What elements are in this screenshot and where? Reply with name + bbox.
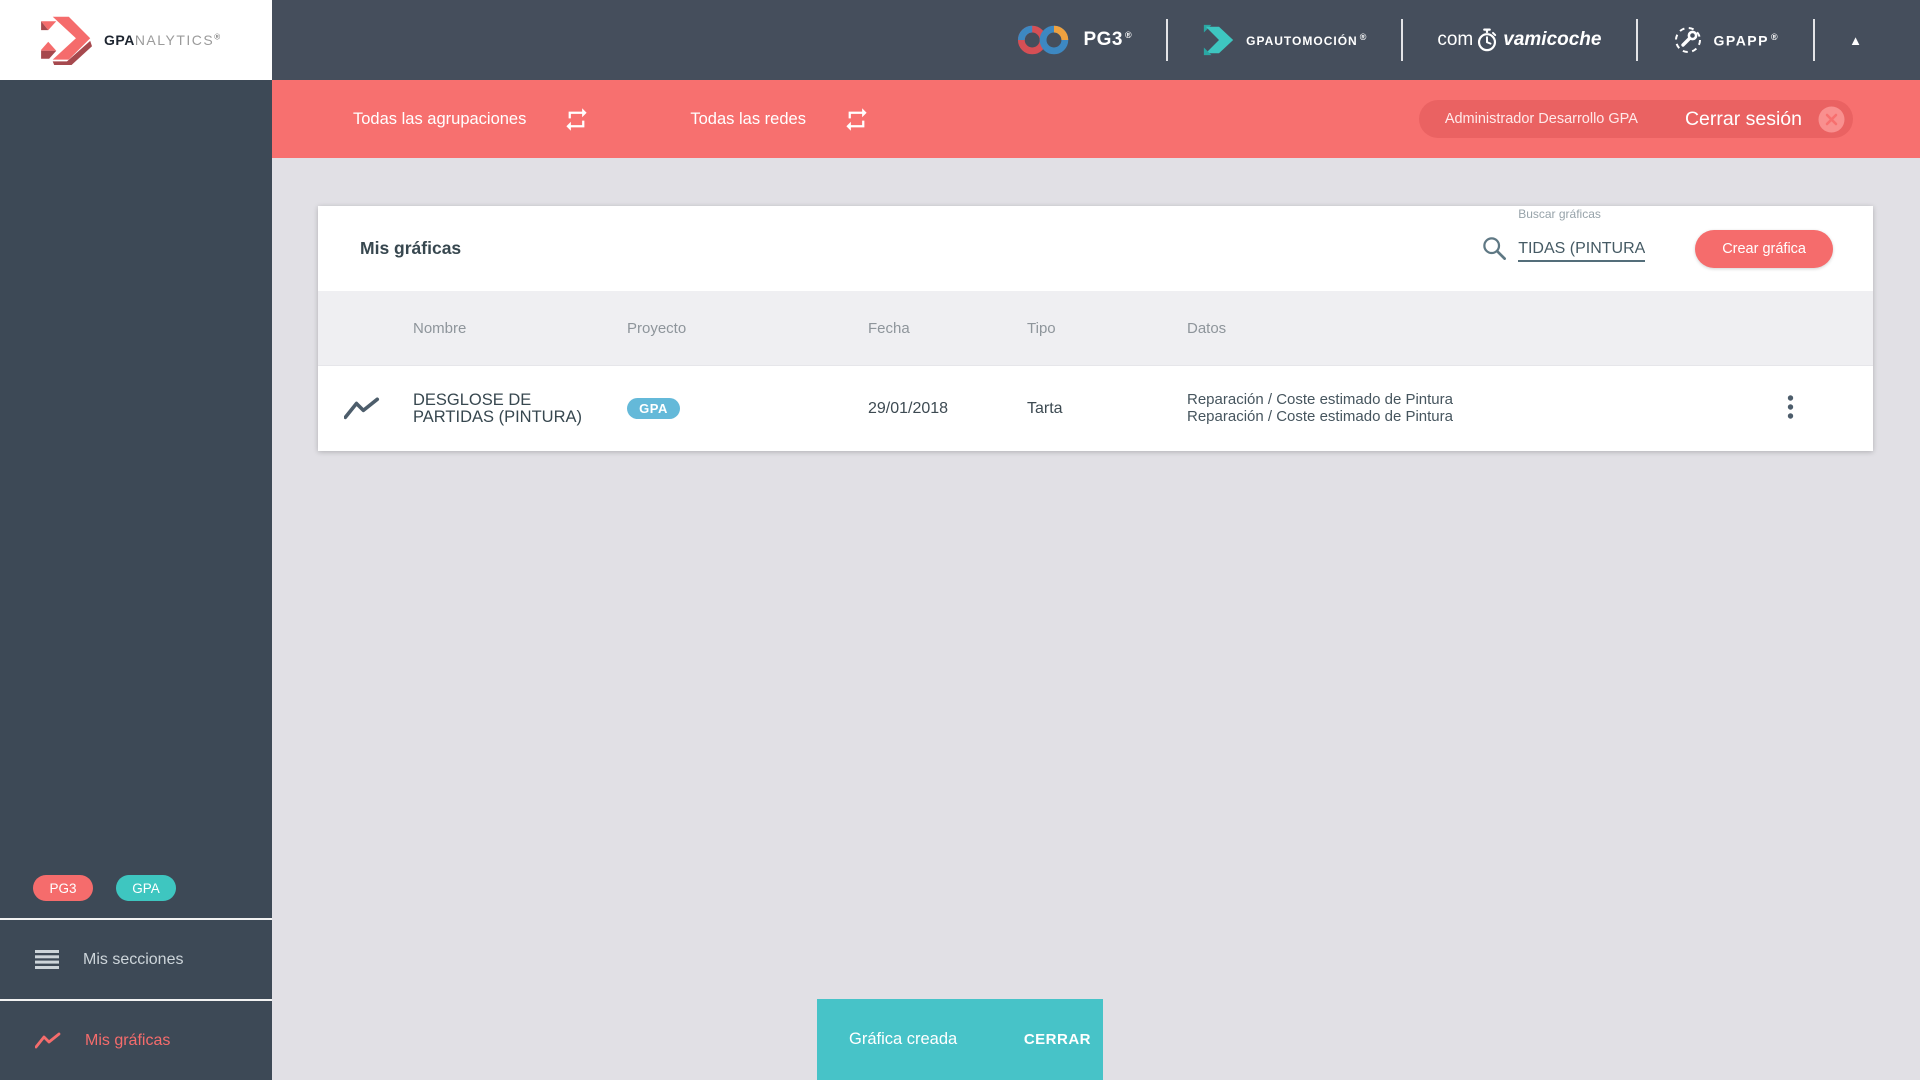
networks-filter-label[interactable]: Todas las redes: [690, 109, 806, 128]
gpautomocion-label: GPAUTOMOCIÓN ®: [1246, 32, 1368, 48]
swap-groupings-icon[interactable]: [563, 106, 590, 133]
wrench-icon: [1672, 24, 1704, 56]
data-series-1: Reparación / Coste estimado de Pintura: [1187, 391, 1453, 408]
vamicoche-label: vamicoche: [1503, 29, 1602, 50]
groupings-filter-label[interactable]: Todas las agrupaciones: [353, 109, 527, 128]
search-zone: Buscar gráficas TIDAS (PINTURA) Crear gr…: [1481, 206, 1833, 291]
search-field-wrap: Buscar gráficas TIDAS (PINTURA): [1518, 207, 1646, 262]
gpa-arrow-logo-icon: [40, 15, 94, 65]
page-title: Mis gráficas: [360, 238, 462, 258]
data-series-2: Reparación / Coste estimado de Pintura: [1187, 407, 1453, 425]
current-user-label: Administrador Desarrollo GPA: [1444, 111, 1638, 127]
divider: [1401, 19, 1404, 61]
gpa-badge[interactable]: GPA: [116, 875, 176, 901]
snackbar-close-button[interactable]: CERRAR: [1023, 1031, 1091, 1048]
brand-wordmark: GPANALYTICS®: [104, 32, 221, 48]
sidebar-item-label: Mis secciones: [83, 950, 184, 968]
sidebar-bottom: PG3 GPA Mis secciones Mis gráfica: [0, 875, 272, 1080]
stopwatch-icon: [1473, 28, 1501, 52]
col-header-tipo: Tipo: [1027, 319, 1056, 337]
brand-logo: GPANALYTICS®: [0, 0, 272, 80]
search-input-value: TIDAS (PINTURA): [1518, 239, 1646, 257]
chart-type-line-icon: [344, 396, 380, 422]
create-chart-button[interactable]: Crear gráfica: [1695, 229, 1833, 268]
snackbar-message: Gráfica creada: [849, 1030, 958, 1048]
project-cell: GPA: [627, 398, 868, 419]
divider: [0, 999, 272, 1001]
pg3-label: PG3 ®: [1083, 29, 1133, 50]
pg3-logo: PG3 ®: [981, 21, 1166, 59]
col-header-proyecto: Proyecto: [627, 319, 687, 337]
search-input[interactable]: TIDAS (PINTURA): [1518, 236, 1646, 262]
pg3-badge[interactable]: PG3: [33, 875, 93, 901]
gpapp-logo: GPAPP ®: [1638, 24, 1814, 56]
comprovamicoche-logo: com vamicoche: [1403, 28, 1635, 52]
chart-type: Tarta: [1027, 399, 1063, 417]
sidebar-item-mis-secciones[interactable]: Mis secciones: [0, 920, 272, 999]
sidebar-item-mis-graficas[interactable]: Mis gráficas: [0, 1001, 272, 1080]
logout-button[interactable]: Cerrar sesión: [1684, 107, 1802, 130]
gpapp-label: GPAPP ®: [1713, 31, 1780, 49]
divider: [0, 918, 272, 920]
main-content: Mis gráficas Buscar gráficas TIDAS (PINT…: [272, 158, 1920, 1080]
gpautomocion-logo: GPAUTOMOCIÓN ®: [1168, 23, 1401, 57]
swap-networks-icon[interactable]: [843, 106, 870, 133]
logout-close-icon[interactable]: [1818, 106, 1845, 133]
session-pill: Administrador Desarrollo GPA Cerrar sesi…: [1418, 100, 1853, 138]
divider: [1166, 19, 1169, 61]
sidebar-badges: PG3 GPA: [0, 875, 272, 901]
chart-name: DESGLOSE DE PARTIDAS (PINTURA): [413, 390, 582, 426]
com-label: com: [1437, 29, 1474, 50]
search-icon[interactable]: [1481, 235, 1508, 262]
filter-bar: Todas las agrupaciones Todas las redes A…: [272, 80, 1920, 158]
sidebar: GPANALYTICS® PG3 GPA Mis secciones: [0, 0, 272, 1080]
row-menu-icon[interactable]: [1786, 393, 1873, 425]
col-header-nombre: Nombre: [413, 319, 467, 337]
col-header-fecha: Fecha: [868, 319, 910, 337]
chart-data-series: Reparación / Coste estimado de Pintura R…: [1187, 391, 1748, 425]
divider: [1635, 19, 1638, 61]
line-chart-icon: [35, 1032, 61, 1050]
card-header: Mis gráficas Buscar gráficas TIDAS (PINT…: [318, 206, 1873, 291]
sidebar-item-label: Mis gráficas: [85, 1031, 171, 1049]
list-icon: [35, 950, 59, 969]
top-header: PG3 ® GPAUTOMOCIÓN ® com vamicoche: [272, 0, 1920, 80]
collapse-header-button[interactable]: ▲: [1849, 32, 1862, 48]
snackbar: Gráfica creada CERRAR: [817, 999, 1103, 1080]
charts-card: Mis gráficas Buscar gráficas TIDAS (PINT…: [318, 206, 1873, 451]
table-row[interactable]: DESGLOSE DE PARTIDAS (PINTURA) GPA 29/01…: [318, 365, 1873, 451]
table-header: Nombre Proyecto Fecha Tipo Datos: [318, 291, 1873, 365]
project-badge: GPA: [627, 398, 680, 419]
divider: [1813, 19, 1816, 61]
chart-date: 29/01/2018: [868, 399, 949, 417]
col-header-datos: Datos: [1187, 319, 1227, 337]
pg3-infinity-icon: [1015, 21, 1073, 59]
teal-arrow-icon: [1202, 23, 1236, 57]
search-field-label: Buscar gráficas: [1518, 206, 1601, 221]
